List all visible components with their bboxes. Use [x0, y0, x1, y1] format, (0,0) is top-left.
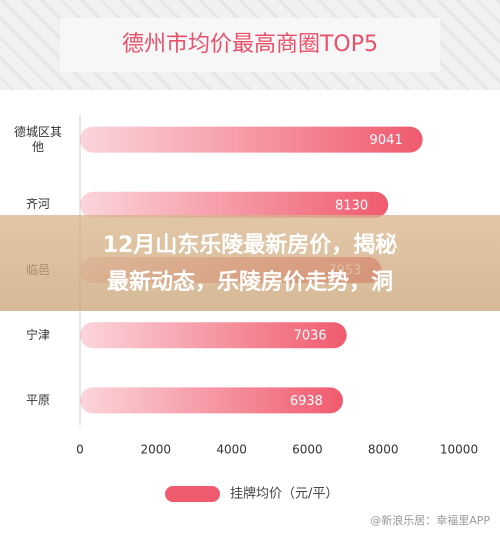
value-label: 6938 [290, 394, 323, 409]
overlay-line: 12月山东乐陵最新房价，揭秘 [103, 232, 398, 258]
category-label: 宁津 [25, 327, 50, 342]
legend-label: 挂牌均价（元/平） [230, 486, 338, 502]
x-tick-label: 2000 [141, 443, 172, 457]
bar [80, 191, 389, 218]
category-label: 平原 [25, 392, 50, 407]
x-tick-label: 0 [76, 443, 84, 457]
value-label: 8130 [335, 198, 368, 213]
value-label: 9041 [370, 133, 403, 148]
category-label: 齐河 [25, 197, 50, 212]
overlay-line: 最新动态，乐陵房价走势，洞 [107, 269, 393, 295]
chart-title: 德州市均价最高商圈TOP5 [122, 32, 378, 57]
bar [80, 322, 347, 349]
source: @新浪乐居：幸福里APP [370, 513, 490, 527]
overlay-band [0, 215, 500, 311]
title-box [60, 18, 440, 72]
legend-swatch [165, 486, 220, 502]
value-label: 7036 [294, 329, 327, 344]
x-tick-label: 8000 [368, 443, 399, 457]
x-tick-label: 4000 [216, 443, 247, 457]
bar [80, 387, 343, 414]
x-tick-label: 10000 [440, 443, 478, 457]
x-tick-label: 6000 [292, 443, 323, 457]
category-label: 德城区其他 [13, 124, 62, 154]
bar [80, 126, 423, 153]
